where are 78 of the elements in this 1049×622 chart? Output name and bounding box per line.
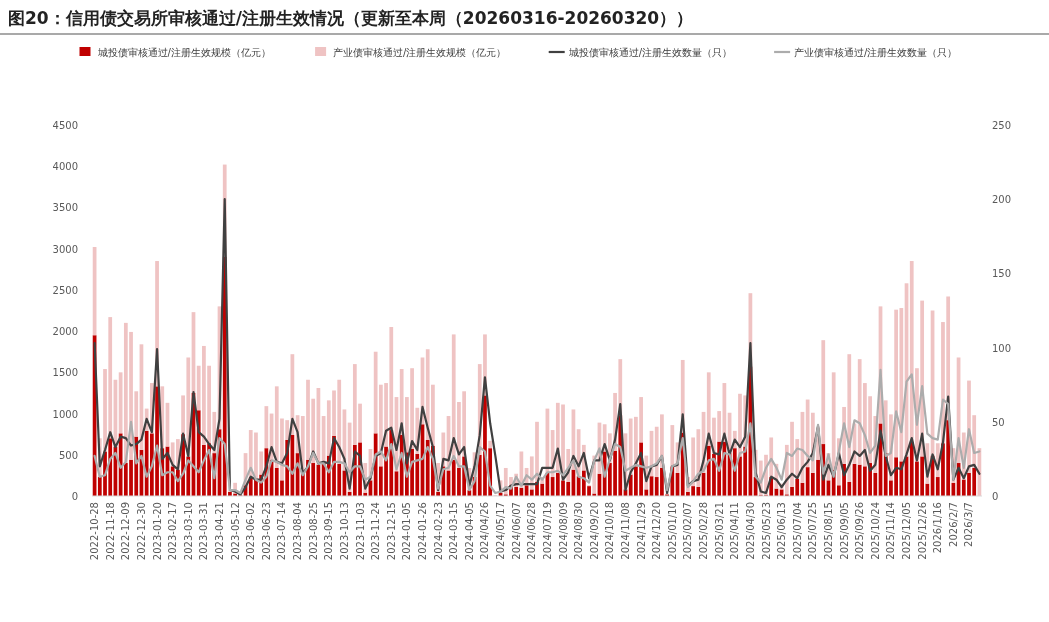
x-tick-label: 2023-11-24: [370, 502, 382, 561]
x-tick-label: 2024/09/20: [588, 502, 600, 560]
x-tick-label: 2025/09/05: [838, 502, 850, 560]
x-tick-label: 2023-08-04: [292, 502, 304, 561]
x-tick-label: 2024/04/26: [479, 502, 491, 560]
x-tick-label: 2025/04/30: [744, 502, 756, 560]
y2-tick-label: 50: [992, 416, 1005, 428]
y2-tick-label: 150: [992, 268, 1012, 280]
y-tick-label: 3000: [52, 243, 78, 255]
y-tick-label: 1500: [52, 367, 78, 379]
y-tick-label: 3500: [52, 202, 78, 214]
x-tick-label: 2025/07/04: [791, 502, 803, 560]
y-tick-label: 1000: [52, 408, 78, 420]
x-tick-label: 2024/05/17: [495, 502, 507, 560]
x-tick-label: 2023-06-02: [245, 502, 257, 561]
y2-tick-label: 250: [992, 120, 1012, 131]
x-tick-label: 2024/06/28: [526, 502, 538, 560]
chart-title: 图20：信用债交易所审核通过/注册生效情况（更新至本周（20260316-20260320））: [8, 8, 694, 28]
x-tick-label: 2024-01-26: [417, 502, 428, 561]
x-tick-label: 2023-03-10: [182, 502, 194, 561]
x-tick-label: 2023-10-13: [338, 502, 350, 561]
x-tick-label: 2024-04-05: [463, 502, 475, 561]
x-tick-label: 2024-02-23: [432, 502, 444, 561]
legend-label: 城投债审核通过/注册生效数量（只）: [567, 47, 733, 58]
x-tick-label: 2025/02/07: [682, 502, 694, 560]
x-tick-label: 2023-07-14: [276, 502, 288, 561]
x-tick-label: 2025/11/14: [885, 502, 897, 560]
y-tick-label: 2500: [52, 284, 78, 296]
x-tick-label: 2023-09-15: [323, 502, 335, 561]
x-tick-label: 2024/10/18: [604, 502, 616, 560]
y2-tick-label: 0: [992, 491, 999, 502]
x-tick-label: 2023-03-31: [198, 502, 210, 561]
x-tick-label: 2023-06-23: [260, 502, 272, 561]
x-tick-label: 2025/12/26: [916, 502, 928, 560]
x-tick-label: 2023-01-20: [151, 502, 163, 561]
x-tick-label: 2024/08/09: [557, 502, 569, 560]
x-tick-label: 2023-11-03: [354, 502, 366, 561]
x-tick-label: 2024/08/30: [573, 502, 585, 560]
legend-label: 产业债审核通过/注册生效规模（亿元）: [333, 47, 507, 58]
x-tick-label: 2022-12-09: [120, 502, 132, 561]
x-tick-label: 2026/3/7: [963, 502, 975, 547]
x-tick-label: 2023-08-25: [307, 502, 319, 561]
x-tick-label: 2022-11-18: [104, 502, 116, 561]
y-tick-label: 2000: [52, 326, 78, 338]
x-tick-label: 2026/1/16: [932, 502, 944, 554]
x-tick-label: 2025/02/28: [698, 502, 710, 560]
x-tick-label: 2023-05-12: [229, 502, 241, 561]
x-tick-label: 2025/01/10: [666, 502, 678, 560]
x-tick-label: 2023-02-17: [167, 502, 179, 561]
x-tick-label: 2024/12/20: [651, 502, 663, 560]
legend-label: 城投债审核通过/注册生效规模（亿元）: [96, 47, 271, 58]
x-tick-label: 2025/08/15: [822, 502, 834, 560]
x-tick-label: 2024/11/29: [635, 502, 647, 560]
x-tick-label: 2024/11/08: [619, 502, 631, 560]
x-tick-label: 2022-10-28: [89, 502, 101, 561]
x-tick-label: 2025/06/13: [776, 502, 788, 560]
y2-tick-label: 100: [992, 342, 1012, 354]
x-tick-label: 2026/2/7: [947, 502, 959, 547]
y-tick-label: 0: [71, 491, 78, 502]
x-tick-label: 2025/04/11: [729, 502, 741, 560]
x-tick-label: 2024-03-15: [448, 502, 460, 561]
y2-tick-label: 200: [992, 194, 1012, 206]
legend-label: 产业债审核通过/注册生效数量（只）: [794, 47, 958, 58]
x-tick-label: 2024/07/19: [541, 502, 553, 560]
y-tick-label: 4000: [52, 161, 78, 173]
x-tick-label: 2025/05/23: [760, 502, 772, 560]
x-tick-label: 2025/07/25: [807, 502, 819, 560]
x-tick-label: 2025/10/24: [869, 502, 881, 560]
x-tick-label: 2024/06/07: [510, 502, 522, 560]
x-tick-label: 2023-04-21: [214, 502, 226, 561]
x-tick-label: 2022-12-30: [135, 502, 147, 561]
x-tick-label: 2023-12-15: [385, 502, 397, 561]
y-tick-label: 500: [58, 449, 78, 461]
y-tick-label: 4500: [52, 120, 78, 131]
x-tick-label: 2025/03/21: [713, 502, 725, 560]
x-tick-label: 2025/09/26: [854, 502, 866, 560]
x-tick-label: 2025/12/05: [901, 502, 913, 560]
x-tick-label: 2024-01-05: [401, 502, 413, 561]
